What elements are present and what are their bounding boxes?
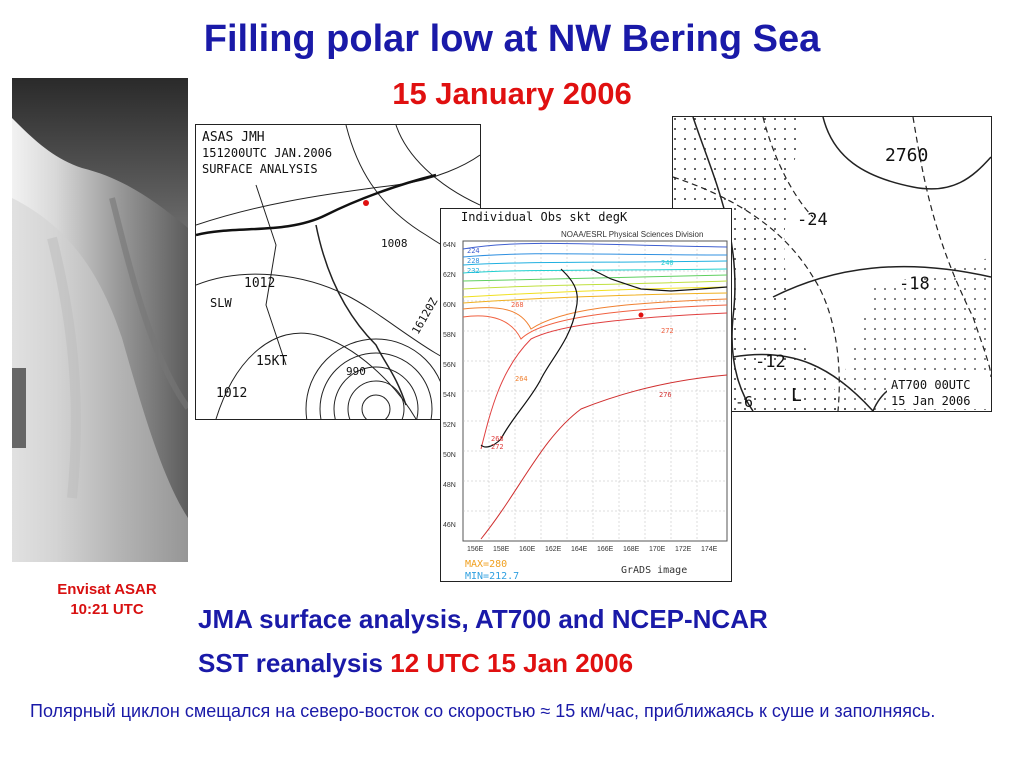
caption-line1: JMA surface analysis, AT700 and NCEP-NCA… [198,604,768,634]
sst-contour-label-268-south: 268 [491,435,504,443]
jma-label-1008: 1008 [381,237,408,250]
caption-line2: SST reanalysis 12 UTC 15 Jan 2006 [198,648,633,679]
slide-title: Filling polar low at NW Bering Sea [203,18,821,60]
jma-label-990: 990 [346,365,366,378]
sst-lon-tick: 164E [571,546,588,553]
sst-reanalysis-map: Individual Obs skt degK NOAA/ESRL Physic… [440,208,732,582]
sst-lon-tick: 170E [649,546,666,553]
at700-label-2760: 2760 [885,145,928,166]
sst-contour-label-264: 264 [515,375,528,383]
sst-lat-tick: 52N [443,422,456,429]
at700-label-minus18: -18 [899,274,930,294]
sst-lon-tick: 160E [519,546,536,553]
sar-satellite-image [12,78,191,562]
jma-surface-analysis-map: ASAS JMH 151200UTC JAN.2006 SURFACE ANAL… [195,124,481,420]
sst-lat-tick: 48N [443,482,456,489]
jma-header-line1: ASAS JMH [202,130,265,145]
sst-contour-label-268: 268 [511,301,524,309]
jma-label-slw: SLW [210,296,232,310]
slide-subtitle: 15 January 2006 [392,76,632,111]
at700-label-minus24: -24 [797,210,828,230]
at700-badge-line1: AT700 00UTC [891,378,970,392]
sst-lon-tick: 174E [701,546,718,553]
sst-lat-tick: 50N [443,452,456,459]
sst-contour-label-232: 232 [467,267,480,275]
at700-label-low: L [791,385,802,406]
sst-lat-tick: 46N [443,522,456,529]
sst-lat-tick: 64N [443,242,456,249]
sst-min-label: MIN=212.7 [465,571,519,581]
sst-lon-tick: 172E [675,546,692,553]
sar-caption: Envisat ASAR 10:21 UTC [12,580,202,620]
sst-lon-tick: 168E [623,546,640,553]
russian-description: Полярный циклон смещался на северо-восто… [30,701,936,721]
sar-caption-line1: Envisat ASAR [57,581,157,598]
sst-lon-tick: 162E [545,546,562,553]
sst-lat-tick: 62N [443,272,456,279]
sst-footer: GrADS image [621,565,687,576]
sst-lon-tick: 158E [493,546,510,553]
jma-label-time: 16120Z [409,295,440,336]
sar-caption-line2: 10:21 UTC [70,601,144,618]
sst-lon-tick: 166E [597,546,614,553]
sst-contour-label-272: 272 [661,327,674,335]
sst-lat-tick: 54N [443,392,456,399]
at700-badge-line2: 15 Jan 2006 [891,394,970,408]
caption-line2-date: 12 UTC 15 Jan 2006 [390,648,634,678]
sst-contour-label-224: 224 [467,247,480,255]
jma-header-line2: 151200UTC JAN.2006 [202,146,332,160]
sst-lat-tick: 58N [443,332,456,339]
sst-map-source: NOAA/ESRL Physical Sciences Division [561,230,703,239]
jma-label-1012-north: 1012 [244,276,275,291]
jma-label-15kt: 15KT [256,354,287,369]
sst-contour-label-276: 276 [659,391,672,399]
sst-max-label: MAX=280 [465,559,507,570]
sst-lat-tick: 60N [443,302,456,309]
sst-contour-label-228: 228 [467,257,480,265]
jma-header-line3: SURFACE ANALYSIS [202,162,318,176]
sst-map-title: Individual Obs skt degK [461,210,628,224]
at700-label-minus12: -12 [755,352,786,372]
jma-label-1012-south: 1012 [216,386,247,401]
sst-contour-label-272-south: 272 [491,443,504,451]
sst-lon-tick: 156E [467,546,484,553]
at700-label-minus6: -6 [735,393,753,411]
caption-line2-prefix: SST reanalysis [198,648,391,678]
sst-contour-label-240: 240 [661,259,674,267]
sst-lat-tick: 56N [443,362,456,369]
